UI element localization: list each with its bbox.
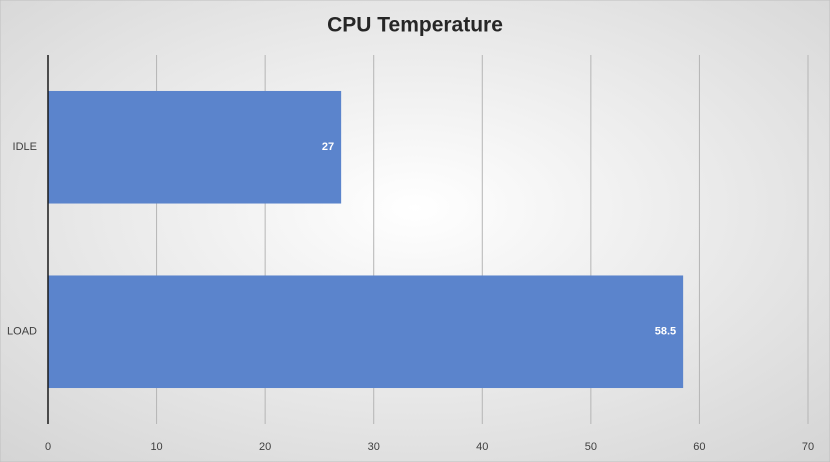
bars: IDLE 27 LOAD 58.5 <box>7 90 684 389</box>
x-tick-label: 50 <box>585 441 597 453</box>
y-tick-label: IDLE <box>13 141 37 153</box>
data-label: 27 <box>322 141 334 153</box>
x-tick-label: 60 <box>693 441 705 453</box>
bar <box>48 90 342 204</box>
x-tick-label: 70 <box>802 441 814 453</box>
x-tick-label: 30 <box>368 441 380 453</box>
x-tick-label: 10 <box>150 441 162 453</box>
y-tick-label: LOAD <box>7 326 37 338</box>
data-label: 58.5 <box>655 326 676 338</box>
bar <box>48 275 684 389</box>
chart-title: CPU Temperature <box>327 14 503 37</box>
x-tick-label: 0 <box>45 441 51 453</box>
x-tick-label: 40 <box>476 441 488 453</box>
x-tick-label: 20 <box>259 441 271 453</box>
